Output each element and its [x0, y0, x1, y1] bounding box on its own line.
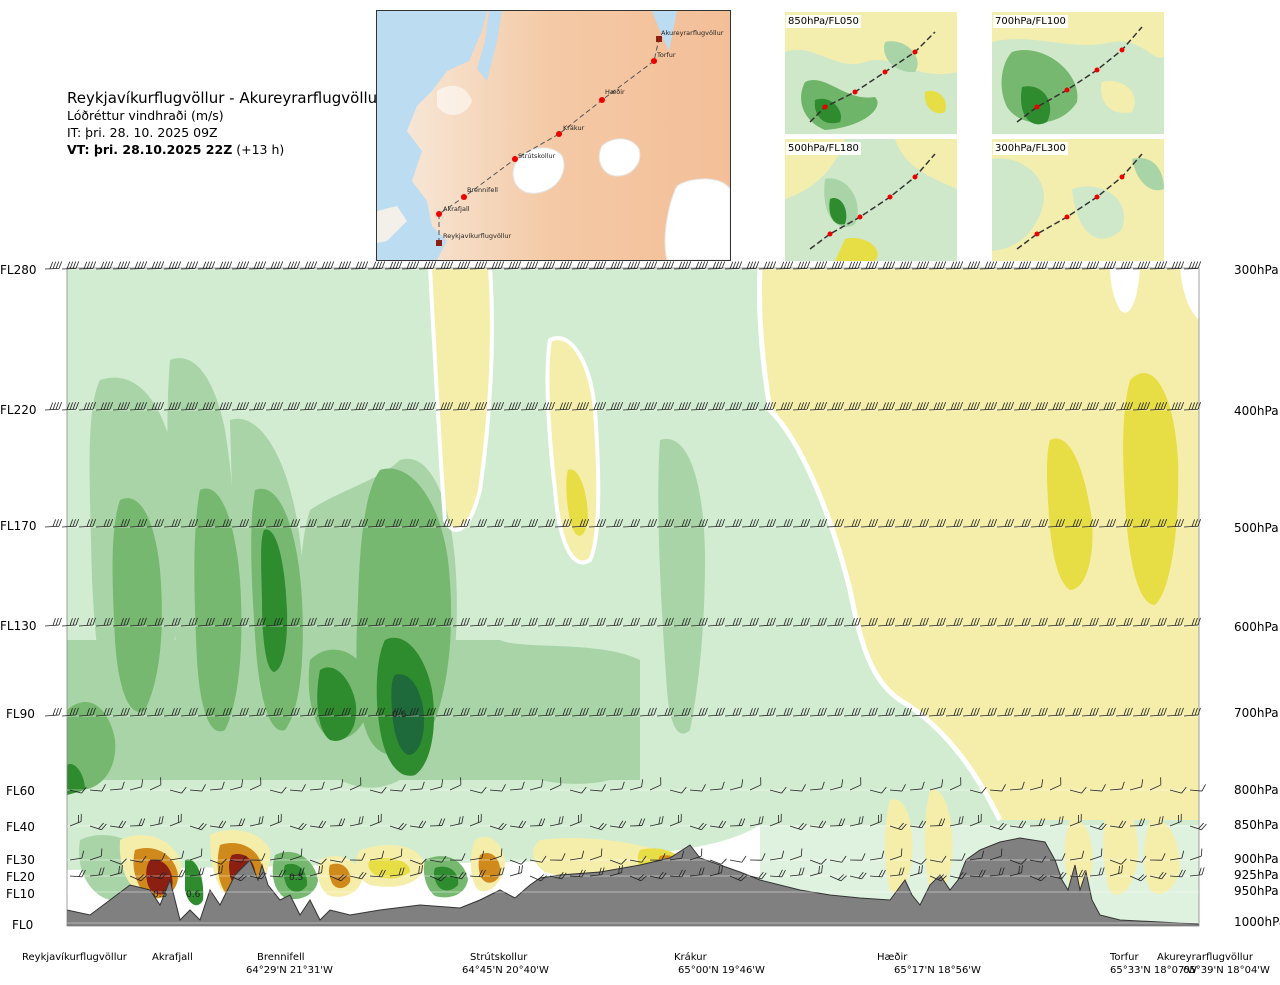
akrafjall-marker — [436, 211, 442, 217]
mini-map-label: 500hPa/FL180 — [786, 142, 861, 155]
hpa-label: 1000hPa — [1234, 915, 1280, 929]
fl-label: FL220 — [0, 403, 37, 417]
waypoint-coord: 65°39'N 18°04'W — [1183, 965, 1270, 976]
mini-map-500: 500hPa/FL180 — [785, 139, 957, 261]
fl-label: FL90 — [6, 707, 35, 721]
mini-map-label: 300hPa/FL300 — [993, 142, 1068, 155]
hpa-label: 400hPa — [1234, 404, 1279, 418]
mini-map-700: 700hPa/FL100 — [992, 12, 1164, 134]
haedir-marker — [599, 97, 605, 103]
pressure-axis: 300hPa 400hPa 500hPa 600hPa 700hPa 800hP… — [1234, 263, 1280, 929]
reykjavik-marker — [436, 240, 442, 246]
cross-section-chart: FL280 FL220 FL170 FL130 FL90 FL60 FL40 F… — [0, 260, 1280, 981]
fl-label: FL20 — [6, 870, 35, 884]
waypoint-name: Strútskollur — [470, 951, 528, 963]
fl-label: FL130 — [0, 619, 37, 633]
contour-label: 0.5 — [289, 873, 303, 883]
map-label-reykjavik: Reykjavíkurflugvöllur — [443, 232, 512, 240]
fl-label: FL0 — [12, 918, 33, 932]
mini-map-850: 850hPa/FL050 — [785, 12, 957, 134]
map-label-haedir: Hæðir — [605, 88, 625, 96]
map-label-akureyri: Akureyrarflugvöllur — [661, 29, 724, 37]
wind-barb — [45, 618, 62, 626]
fl-label: FL10 — [6, 887, 35, 901]
hpa-label: 925hPa — [1234, 868, 1279, 882]
fl-label: FL280 — [0, 263, 37, 277]
route-map-svg: Akureyrarflugvöllur Torfur Hæðir Krákur … — [377, 11, 730, 260]
hpa-label: 800hPa — [1234, 783, 1279, 797]
contour-label: 0.5 — [153, 890, 167, 900]
hpa-label: 300hPa — [1234, 263, 1279, 277]
title-block: Reykjavíkurflugvöllur - Akureyrarflugvöl… — [67, 90, 383, 158]
waypoint-name: Torfur — [1109, 952, 1139, 963]
waypoint-name: Hæðir — [877, 952, 908, 963]
hpa-label: 500hPa — [1234, 521, 1279, 535]
map-label-strutskollur: Strútskollur — [518, 152, 556, 160]
valid-time: VT: þri. 28.10.2025 22Z (+13 h) — [67, 141, 383, 158]
mini-map-label: 850hPa/FL050 — [786, 15, 861, 28]
fl-label: FL30 — [6, 853, 35, 867]
krakur-marker — [556, 131, 562, 137]
waypoint-name: Krákur — [674, 951, 708, 963]
brennifell-marker — [461, 194, 467, 200]
route-map: Akureyrarflugvöllur Torfur Hæðir Krákur … — [376, 10, 731, 261]
map-label-akrafjall: Akrafjall — [443, 205, 470, 213]
waypoint-name: Brennifell — [257, 952, 305, 963]
hpa-label: 950hPa — [1234, 884, 1279, 898]
waypoint-axis: Reykjavíkurflugvöllur Akrafjall Brennife… — [22, 951, 1270, 976]
fl-label: FL170 — [0, 519, 37, 533]
wind-barb — [45, 402, 62, 410]
fl-label: FL40 — [6, 820, 35, 834]
hpa-label: 600hPa — [1234, 620, 1279, 634]
wind-barb — [45, 519, 62, 527]
product-name: Lóðréttur vindhraði (m/s) — [67, 107, 383, 124]
cross-section-svg: FL280 FL220 FL170 FL130 FL90 FL60 FL40 F… — [0, 260, 1280, 981]
mini-map-300: 300hPa/FL300 — [992, 139, 1164, 261]
fl-label: FL60 — [6, 784, 35, 798]
waypoint-coord: 64°29'N 21°31'W — [246, 965, 333, 976]
hpa-label: 900hPa — [1234, 852, 1279, 866]
wind-barb — [45, 261, 62, 269]
issue-time: IT: þri. 28. 10. 2025 09Z — [67, 124, 383, 141]
hpa-label: 700hPa — [1234, 706, 1279, 720]
contour-label: 0.6 — [186, 890, 201, 900]
route-title: Reykjavíkurflugvöllur - Akureyrarflugvöl… — [67, 90, 383, 107]
waypoint-coord: 65°00'N 19°46'W — [678, 965, 765, 976]
flight-level-axis: FL280 FL220 FL170 FL130 FL90 FL60 FL40 F… — [0, 263, 37, 932]
waypoint-name: Akureyrarflugvöllur — [1157, 952, 1254, 963]
wind-barb — [45, 708, 62, 716]
waypoint-name: Akrafjall — [152, 952, 193, 963]
mini-map-label: 700hPa/FL100 — [993, 15, 1068, 28]
wind-barb — [62, 261, 79, 269]
map-label-torfur: Torfur — [656, 51, 676, 59]
map-label-krakur: Krákur — [563, 124, 585, 132]
waypoint-coord: 64°45'N 20°40'W — [462, 965, 549, 976]
waypoint-name: Reykjavíkurflugvöllur — [22, 951, 128, 963]
waypoint-coord: 65°17'N 18°56'W — [894, 965, 981, 976]
contour-label: 0.6 — [392, 710, 407, 720]
hpa-label: 850hPa — [1234, 818, 1279, 832]
map-label-brennifell: Brennifell — [467, 186, 498, 194]
